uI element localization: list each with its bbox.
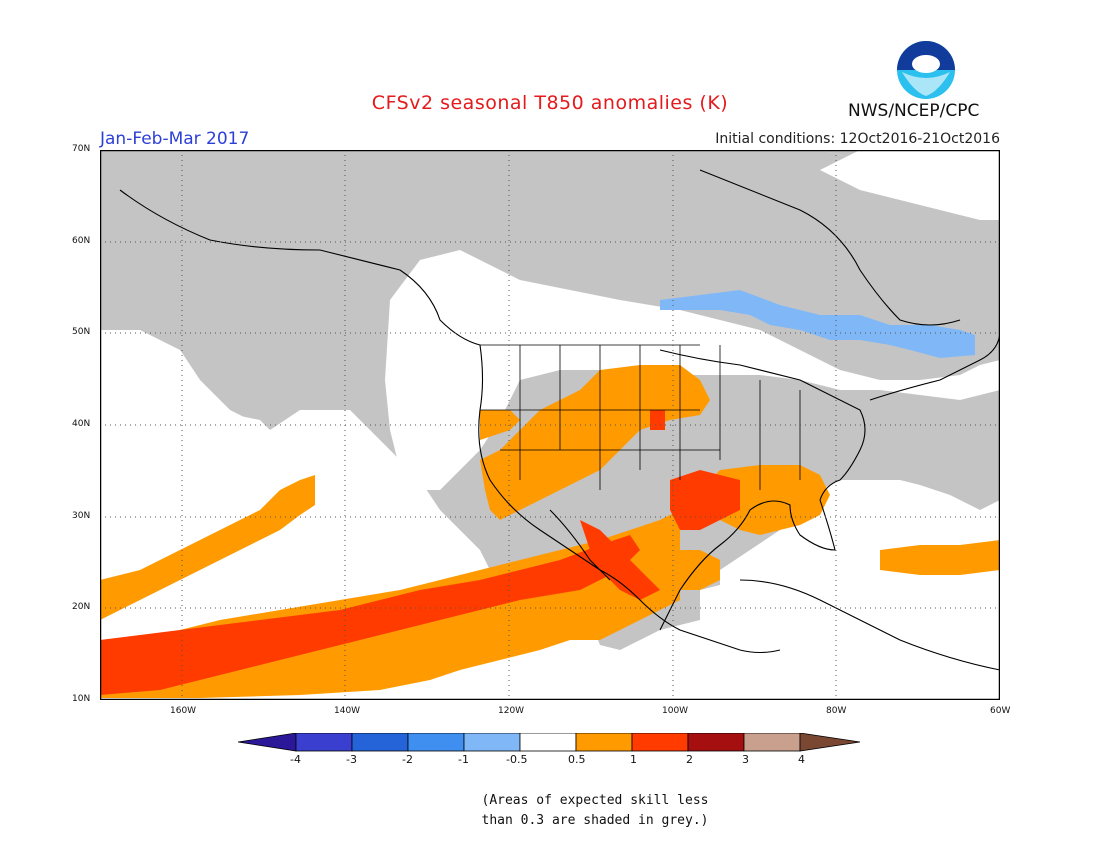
light-blue-negative-anomaly (660, 290, 975, 358)
skill-note-line1: (Areas of expected skill less (481, 793, 709, 808)
colorbar-label: 2 (686, 753, 693, 766)
initial-conditions-label: Initial conditions: 12Oct2016-21Oct2016 (715, 131, 1000, 147)
season-label: Jan-Feb-Mar 2017 (100, 129, 250, 149)
colorbar-segment (631, 733, 689, 752)
colorbar-label: -0.5 (506, 753, 528, 766)
lon-label: 60W (990, 706, 1011, 716)
colorbar-label: 4 (798, 753, 805, 766)
lon-label: 100W (662, 706, 689, 716)
lon-label: 140W (334, 706, 361, 716)
graticule (100, 150, 1000, 700)
lat-label: 30N (72, 511, 91, 521)
colorbar-segment (743, 733, 801, 752)
anomaly-map (100, 150, 1000, 700)
skill-note: (Areas of expected skill less than 0.3 a… (0, 791, 1100, 831)
colorbar-segment (687, 733, 745, 752)
colorbar-segment (463, 733, 521, 752)
agency-label: NWS/NCEP/CPC (848, 101, 980, 121)
noaa-logo-icon (897, 41, 955, 99)
lon-label: 80W (826, 706, 847, 716)
coastlines (119, 169, 1000, 671)
colorbar-label: -4 (290, 753, 301, 766)
colorbar-segment (575, 733, 633, 752)
lon-label: 160W (170, 706, 197, 716)
page-title: CFSv2 seasonal T850 anomalies (K) (371, 92, 729, 114)
lat-label: 20N (72, 602, 91, 612)
colorbar-segment (799, 733, 861, 752)
lat-label: 10N (72, 694, 91, 704)
skill-note-line2: than 0.3 are shaded in grey.) (481, 813, 709, 828)
colorbar-label: 1 (630, 753, 637, 766)
state-borders (480, 344, 801, 490)
colorbar-label: 0.5 (568, 753, 586, 766)
lat-label: 70N (72, 144, 91, 154)
colorbar-segment (519, 733, 577, 752)
colorbar-segment (351, 733, 409, 752)
colorbar-label: -2 (402, 753, 413, 766)
colorbar-segment (238, 733, 297, 752)
red-strong-positive-anomaly (100, 410, 740, 695)
colorbar-label: -1 (458, 753, 469, 766)
map-frame (100, 150, 1000, 700)
lon-label: 120W (498, 706, 525, 716)
lat-label: 40N (72, 419, 91, 429)
lat-label: 60N (72, 236, 91, 246)
colorbar-segment (407, 733, 465, 752)
colorbar-label: 3 (742, 753, 749, 766)
colorbar (238, 733, 861, 752)
white-near-normal-regions (100, 150, 1000, 700)
colorbar-segment (295, 733, 353, 752)
colorbar-label: -3 (346, 753, 357, 766)
lat-label: 50N (72, 327, 91, 337)
